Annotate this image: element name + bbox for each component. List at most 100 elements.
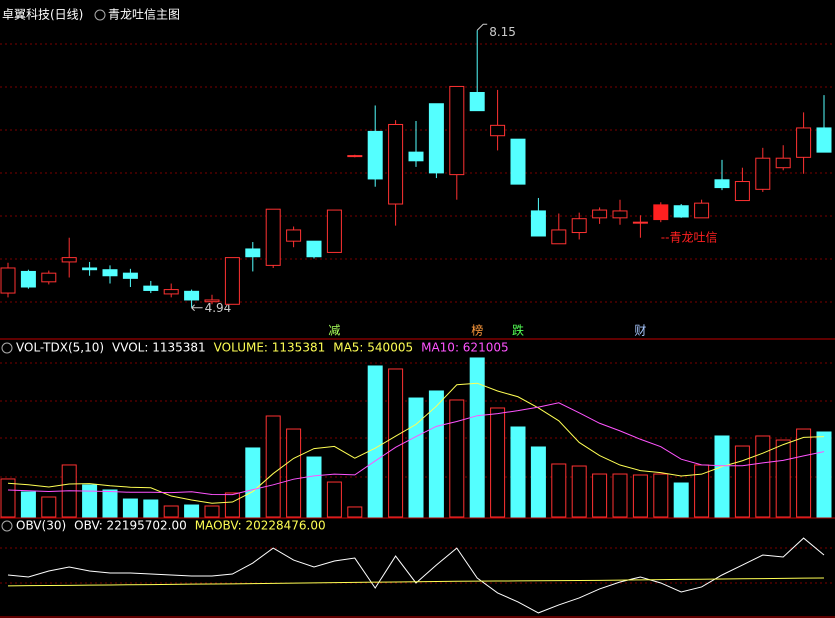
icon[interactable] [94, 9, 106, 21]
candle-body [163, 289, 179, 295]
volume-bar [816, 431, 832, 518]
min-label: 4.94 [205, 301, 232, 315]
icon[interactable] [1, 342, 13, 354]
volume-bar [245, 447, 261, 518]
candle-body [632, 221, 648, 224]
candle-body [612, 210, 628, 219]
volume-bar [122, 498, 138, 518]
candle-body [82, 267, 98, 271]
volume-bar [367, 365, 383, 518]
candle-body [20, 270, 36, 288]
volume-bar [592, 473, 608, 518]
signal-label: --青龙吐信 [661, 231, 718, 245]
candle-body [224, 257, 240, 305]
headers: 卓翼科技(日线) 青龙吐信主图 VOL-TDX(5,10) OBV(30) [1, 8, 180, 533]
candle-body [490, 124, 506, 137]
volume-bar [551, 463, 567, 518]
candle-body [469, 91, 485, 112]
candle-body [510, 138, 526, 185]
volume-bar [755, 435, 771, 518]
volume-bar [734, 445, 750, 518]
candle-body [530, 210, 546, 237]
candle-body [449, 85, 465, 176]
candle-body [714, 179, 730, 189]
volume-bar [102, 489, 118, 518]
panel-title: VOL-TDX(5,10) [16, 341, 104, 355]
icon[interactable] [1, 520, 13, 532]
volume-bar [469, 357, 485, 518]
volume-bar [428, 390, 444, 518]
header-value: MAOBV: 20228476.00 [195, 519, 326, 533]
candle-body [571, 218, 587, 234]
plot: 4.94 减 榜 8.15 跌 财 --青龙吐信 [0, 23, 832, 614]
candle-body [326, 209, 342, 253]
series-line [7, 537, 825, 614]
volume-bar [347, 506, 363, 518]
candle-body [245, 248, 261, 258]
volume-bar [265, 415, 281, 518]
header-value: VVOL: 1135381 [112, 341, 206, 355]
volume-bar [224, 492, 240, 518]
grid [0, 43, 835, 584]
candle-body [755, 157, 771, 190]
candle-body [388, 123, 404, 205]
series-line [7, 382, 825, 504]
volume-bar [673, 482, 689, 518]
volume-bar [714, 435, 730, 518]
volume-bar [796, 428, 812, 518]
volume-bar [775, 439, 791, 518]
max-label: 8.15 [489, 25, 516, 39]
candle-body [184, 290, 200, 301]
marker-label: 减 [328, 324, 340, 338]
volume-bar [632, 474, 648, 518]
chart-title: 卓翼科技(日线) [2, 8, 83, 22]
volume-bar [571, 465, 587, 518]
header-value: MA5: 540005 [333, 341, 413, 355]
volume-bar [408, 397, 424, 518]
candle-body [796, 127, 812, 158]
candle-body [592, 209, 608, 219]
candle-body [428, 103, 444, 174]
volume-bar [388, 368, 404, 518]
volume-bar [653, 473, 669, 518]
volume-bar [20, 491, 36, 518]
header-value: VOLUME: 1135381 [214, 341, 326, 355]
candle-body [694, 202, 710, 219]
min-pointer [191, 304, 203, 312]
candle-body [102, 269, 118, 277]
candle-body [41, 272, 57, 283]
candle-body [306, 240, 322, 258]
candle-body [673, 205, 689, 218]
candle-body [816, 127, 832, 153]
candle-body [551, 229, 567, 245]
volume-bar [184, 504, 200, 518]
volume-bar [612, 473, 628, 518]
header-value: MA10: 621005 [421, 341, 509, 355]
series-line [7, 402, 825, 496]
volume-bar [510, 426, 526, 518]
volume-bar [41, 496, 57, 518]
candle-body [143, 285, 159, 291]
candle-body [408, 151, 424, 162]
marker-label: 跌 [512, 323, 524, 338]
volume-bar [143, 499, 159, 518]
volume-bar [204, 505, 220, 518]
volume-bar [0, 478, 16, 518]
candle-body [286, 229, 302, 242]
header-value: OBV: 22195702.00 [74, 519, 187, 533]
candle-body [653, 204, 669, 221]
candle-body [122, 272, 138, 279]
chart-subtitle: 青龙吐信主图 [108, 8, 180, 22]
candle-body [61, 257, 77, 263]
candle-body [0, 267, 16, 294]
series-line [7, 577, 825, 587]
marker-label: 榜 [471, 323, 483, 338]
max-pointer [476, 23, 488, 31]
marker-label: 财 [634, 324, 646, 338]
candle-body [204, 299, 220, 303]
volume-bar [286, 428, 302, 518]
candle-body [775, 157, 791, 169]
candle-body [265, 208, 281, 266]
candle-body [734, 181, 750, 202]
